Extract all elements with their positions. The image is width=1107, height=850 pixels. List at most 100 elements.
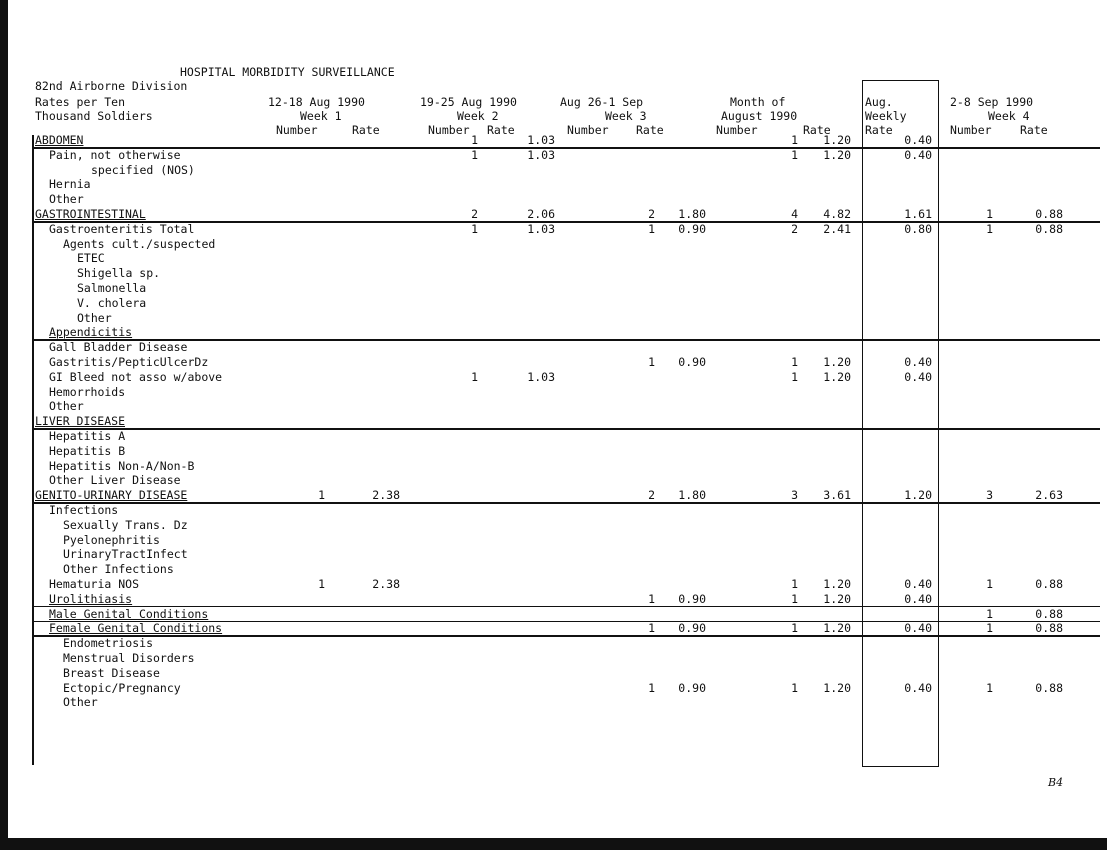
cell-w2r: 1.03 (527, 147, 555, 162)
cell-w4r: 0.88 (1035, 621, 1063, 636)
cell-mn: 3 (791, 488, 798, 503)
cell-w3n: 2 (648, 488, 655, 503)
row-label: Male Genital Conditions (49, 606, 209, 621)
row-label: Agents cult./suspected (63, 236, 216, 251)
section-rule (32, 147, 1100, 149)
cell-w2r: 1.03 (527, 221, 555, 236)
cell-wk: 0.40 (904, 621, 932, 636)
cell-wk: 0.40 (904, 591, 932, 606)
row-label: ABDOMEN (35, 133, 84, 147)
weekly-header-2: Weekly (865, 109, 907, 123)
cell-w2n: 1 (471, 369, 478, 384)
month-number-header: Number (716, 123, 758, 137)
row-label: Shigella sp. (77, 266, 161, 281)
row-label: Other Infections (63, 562, 174, 577)
cell-mr: 2.41 (823, 221, 851, 236)
week1-label: Week 1 (300, 109, 342, 123)
cell-w4n: 1 (986, 621, 993, 636)
cell-w1n: 1 (318, 577, 325, 591)
week2-label: Week 2 (457, 109, 499, 123)
cell-wk: 0.40 (904, 577, 932, 591)
cell-w3n: 2 (648, 207, 655, 221)
section-rule (32, 502, 1100, 504)
row-label: Infections (49, 503, 119, 517)
week3-rate-header: Rate (636, 123, 664, 137)
row-label: GASTROINTESTINAL (35, 207, 146, 221)
week2-rate-header: Rate (487, 123, 515, 137)
section-rule (32, 339, 1100, 341)
cell-w2r: 1.03 (527, 133, 555, 147)
cell-mr: 1.20 (823, 355, 851, 369)
august-weekly-rate-box (862, 80, 939, 767)
weekly-header-1: Aug. (865, 95, 893, 109)
cell-w3r: 0.90 (678, 591, 706, 606)
cell-mr: 1.20 (823, 133, 851, 147)
cell-w4r: 0.88 (1035, 221, 1063, 236)
cell-mr: 1.20 (823, 591, 851, 606)
page-mark: B4 (1048, 776, 1064, 789)
month-dates: Month of (730, 95, 786, 109)
row-label: Pyelonephritis (63, 532, 160, 547)
label-header-1: Rates per Ten (35, 95, 126, 109)
row-label: Gastroenteritis Total (49, 221, 195, 236)
row-label: Hernia (49, 177, 91, 192)
cell-w2n: 2 (471, 207, 478, 221)
cell-w4r: 0.88 (1035, 207, 1063, 221)
row-label: LIVER DISEASE (35, 414, 126, 429)
cell-w4r: 2.63 (1035, 488, 1063, 503)
cell-w4n: 1 (986, 577, 993, 591)
cell-wk: 1.61 (904, 207, 932, 221)
row-label: Other Liver Disease (49, 473, 181, 488)
cell-w3r: 1.80 (678, 488, 706, 503)
row-label: Hepatitis A (49, 429, 126, 443)
row-label: Ectopic/Pregnancy (63, 680, 181, 695)
cell-wk: 0.40 (904, 133, 932, 147)
row-label: Appendicitis (49, 325, 133, 340)
cell-w2n: 1 (471, 133, 478, 147)
month-label: August 1990 (721, 109, 798, 123)
cell-mr: 1.20 (823, 147, 851, 162)
row-label: Gastritis/PepticUlcerDz (49, 355, 209, 369)
cell-w4r: 0.88 (1035, 606, 1063, 621)
row-label: Other (49, 399, 84, 414)
cell-w3r: 0.90 (678, 221, 706, 236)
row-label: specified (NOS) (91, 162, 195, 177)
row-label: Menstrual Disorders (63, 651, 195, 665)
row-label: Salmonella (77, 281, 147, 295)
cell-w3r: 0.90 (678, 680, 706, 695)
cell-w1n: 1 (318, 488, 325, 503)
row-label: GENITO-URINARY DISEASE (35, 488, 188, 503)
left-rule (32, 135, 34, 765)
week4-number-header: Number (950, 123, 992, 137)
cell-mn: 1 (791, 133, 798, 147)
row-label: Female Genital Conditions (49, 621, 223, 636)
scan-border-left (0, 0, 8, 850)
cell-mn: 1 (791, 369, 798, 384)
cell-w3n: 1 (648, 621, 655, 636)
cell-w3r: 0.90 (678, 355, 706, 369)
cell-w3n: 1 (648, 680, 655, 695)
row-label: Other (77, 310, 112, 325)
cell-mn: 1 (791, 147, 798, 162)
cell-w2r: 1.03 (527, 369, 555, 384)
weekly-header-3: Rate (865, 123, 893, 137)
cell-w4n: 1 (986, 221, 993, 236)
report-title: HOSPITAL MORBIDITY SURVEILLANCE (180, 65, 395, 79)
week4-label: Week 4 (988, 109, 1030, 123)
section-rule (32, 620, 1100, 623)
cell-mr: 1.20 (823, 577, 851, 591)
cell-mr: 4.82 (823, 207, 851, 221)
section-rule (32, 635, 1100, 637)
row-label: Hepatitis Non-A/Non-B (49, 458, 195, 473)
cell-w3n: 1 (648, 221, 655, 236)
cell-wk: 0.40 (904, 355, 932, 369)
week3-dates: Aug 26-1 Sep (560, 95, 644, 109)
cell-w1r: 2.38 (372, 488, 400, 503)
week4-dates: 2-8 Sep 1990 (950, 95, 1034, 109)
cell-w3n: 1 (648, 355, 655, 369)
cell-wk: 0.80 (904, 221, 932, 236)
cell-mr: 3.61 (823, 488, 851, 503)
cell-wk: 0.40 (904, 369, 932, 384)
row-label: V. cholera (77, 295, 147, 310)
